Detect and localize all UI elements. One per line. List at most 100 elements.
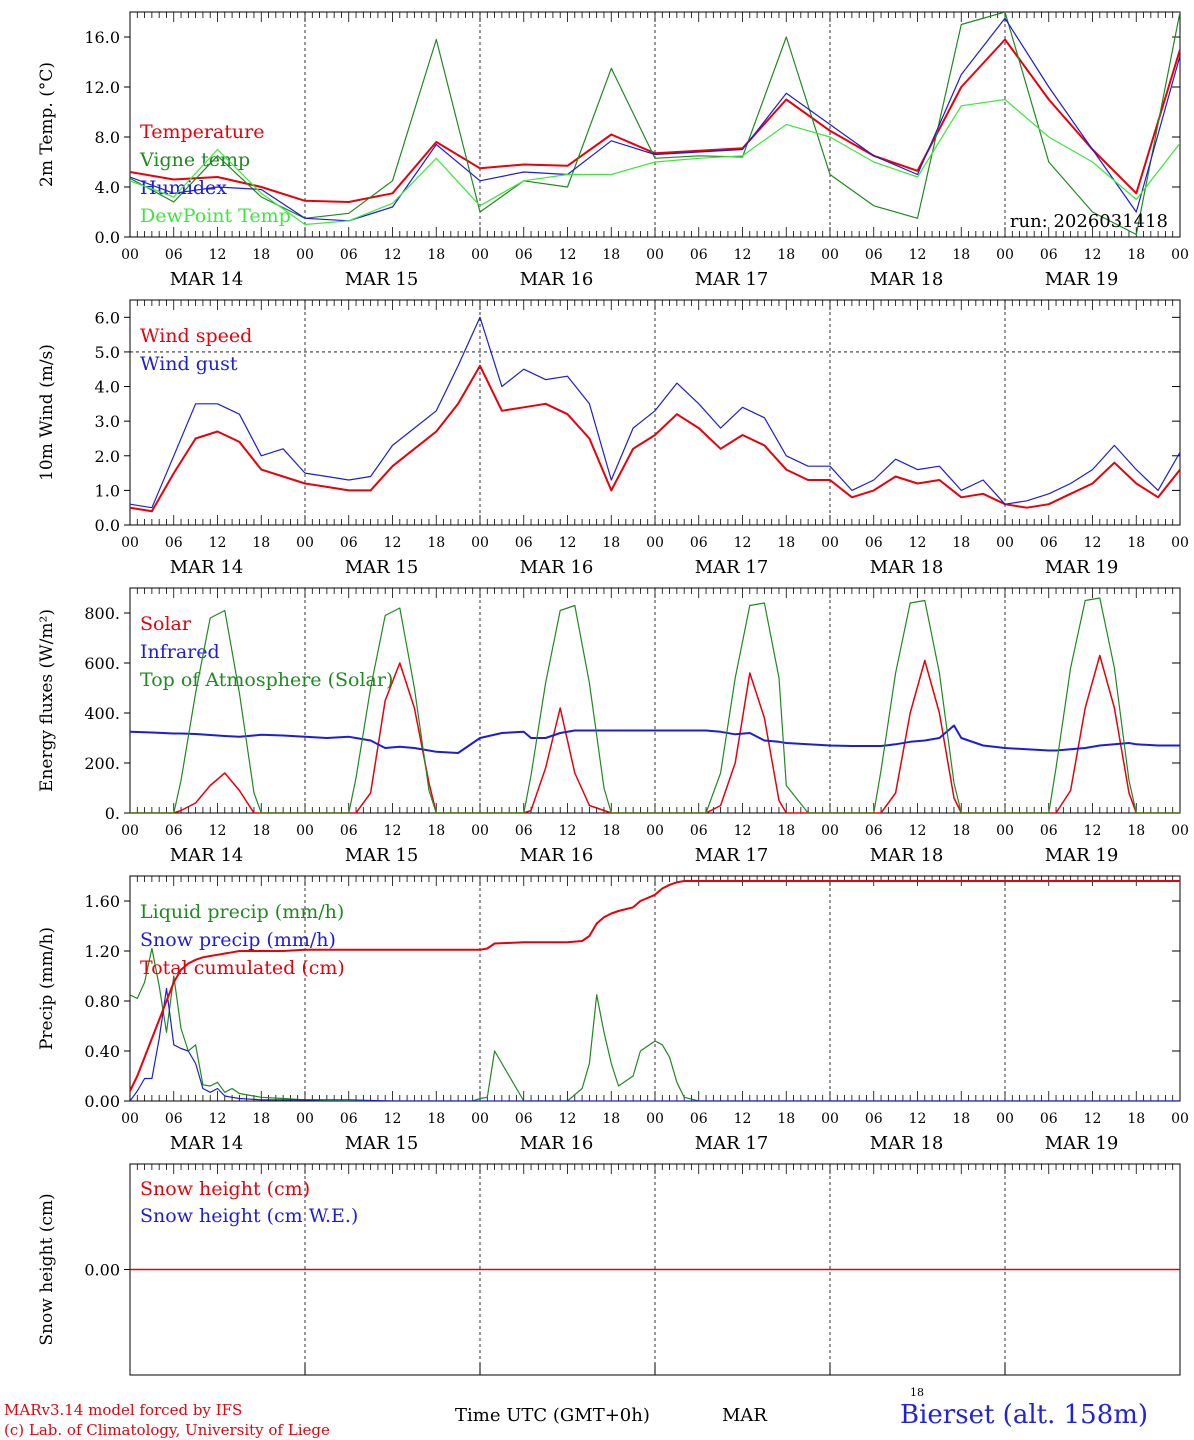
series-line-snow-precip-mm-h-: [130, 987, 1180, 1101]
x-tick-label: 18: [252, 535, 270, 551]
x-tick-label: 12: [909, 823, 927, 839]
x-tick-label: 12: [734, 1111, 752, 1127]
meteogram: 0.0 4.0 8.0 12.0 16.0 2m Temp. (°C) 00 06 12 18 00…: [37, 11, 1189, 1376]
y-axis-label: 2m Temp. (°C): [37, 62, 57, 187]
y-tick-label: 12.0: [84, 78, 120, 97]
legend-entry: Wind gust: [140, 353, 238, 375]
x-tick-label: 00: [1171, 823, 1189, 839]
x-tick-label: 06: [1040, 247, 1058, 263]
x-tick-label: 18: [1127, 247, 1145, 263]
x-tick-label: 12: [559, 535, 577, 551]
day-label: MAR 17: [695, 557, 769, 578]
day-label: MAR 19: [1045, 269, 1119, 290]
panel-3: 0. 200. 400. 600. 800. Energy fluxes (W/m²) 00…: [37, 587, 1189, 866]
y-tick-label: 0.80: [84, 992, 120, 1011]
x-tick-label: 12: [209, 535, 227, 551]
y-axis-label: Snow height (cm): [37, 1193, 57, 1345]
y-tick-label: 1.20: [84, 942, 120, 961]
panel-1: 0.0 4.0 8.0 12.0 16.0 2m Temp. (°C) 00 06 12 18 00…: [37, 11, 1189, 290]
x-tick-label: 12: [909, 535, 927, 551]
x-tick-label: 06: [515, 247, 533, 263]
series-line-dewpoint-temp: [130, 98, 1180, 226]
footer-credits: MARv3.14 model forced by IFS (c) Lab. of…: [4, 1400, 330, 1440]
legend-entry: Wind speed: [140, 325, 252, 347]
y-tick-label: 0.0: [95, 228, 120, 247]
x-tick-label: 18: [952, 823, 970, 839]
x-tick-label: 00: [121, 823, 139, 839]
y-axis-label: 10m Wind (m/s): [37, 344, 57, 481]
x-tick-label: 12: [384, 823, 402, 839]
x-tick-label: 18: [777, 1111, 795, 1127]
x-tick-label: 00: [296, 823, 314, 839]
x-tick-label: 00: [471, 1111, 489, 1127]
legend-entry: Solar: [140, 613, 192, 635]
x-tick-label: 18: [427, 823, 445, 839]
x-tick-label: 12: [734, 823, 752, 839]
x-tick-label: 06: [165, 1111, 183, 1127]
x-tick-label: 00: [121, 1111, 139, 1127]
day-label: MAR 18: [870, 1133, 944, 1154]
x-tick-label: 00: [821, 823, 839, 839]
day-label: MAR 14: [170, 557, 244, 578]
x-tick-label: 06: [865, 823, 883, 839]
x-tick-label: 00: [121, 535, 139, 551]
plot-frame: [129, 587, 1181, 814]
x-tick-label: 18: [777, 823, 795, 839]
y-tick-label: 4.0: [95, 378, 120, 397]
x-tick-label: 06: [1040, 535, 1058, 551]
day-label: MAR 18: [870, 557, 944, 578]
station-title: Bierset (alt. 158m): [900, 1400, 1149, 1430]
x-tick-label: 06: [515, 1111, 533, 1127]
day-label: MAR 15: [345, 269, 419, 290]
x-tick-label: 18: [1127, 823, 1145, 839]
day-label: MAR 16: [520, 269, 594, 290]
day-label: MAR 16: [520, 557, 594, 578]
legend-entry: Total cumulated (cm): [140, 957, 345, 979]
x-tick-label: 18: [252, 823, 270, 839]
x-tick-label: 06: [865, 1111, 883, 1127]
day-label: MAR 17: [695, 845, 769, 866]
y-tick-label: 200.: [84, 754, 120, 773]
x-tick-label: 00: [296, 535, 314, 551]
panel-5: 0.00 Snow height (cm) Snow height (cm) Snow…: [37, 1163, 1181, 1376]
x-tick-label: 00: [821, 535, 839, 551]
day-label: MAR 17: [695, 269, 769, 290]
x-tick-label: 06: [690, 1111, 708, 1127]
series-line-temperature: [130, 38, 1180, 203]
day-label: MAR 14: [170, 269, 244, 290]
x-tick-label: 12: [734, 247, 752, 263]
x-tick-label: 18: [427, 1111, 445, 1127]
x-tick-label: 00: [471, 823, 489, 839]
y-tick-label: 4.0: [95, 178, 120, 197]
x-tick-label: 18: [602, 1111, 620, 1127]
x-tick-label: 06: [165, 247, 183, 263]
x-tick-label: 18: [252, 247, 270, 263]
series-line-liquid-precip-mm-h-: [130, 947, 1180, 1101]
x-tick-label: 00: [471, 247, 489, 263]
x-tick-label: 06: [690, 823, 708, 839]
x-tick-label: 00: [646, 1111, 664, 1127]
x-tick-label: 12: [209, 1111, 227, 1127]
y-tick-label: 16.0: [84, 28, 120, 47]
day-label: MAR 15: [345, 557, 419, 578]
y-tick-label: 0.00: [84, 1261, 120, 1280]
day-label: MAR 19: [1045, 845, 1119, 866]
x-tick-label: 06: [165, 823, 183, 839]
series-line-infrared: [130, 724, 1180, 754]
x-tick-label: 18: [602, 247, 620, 263]
x-tick-label: 12: [1084, 535, 1102, 551]
x-tick-label: 00: [1171, 247, 1189, 263]
run-label: run: 2026031418: [1010, 211, 1168, 232]
y-tick-label: 1.0: [95, 481, 120, 500]
x-tick-label: 06: [340, 1111, 358, 1127]
x-tick-label: 18: [427, 535, 445, 551]
x-tick-label: 18: [252, 1111, 270, 1127]
x-tick-label: 00: [996, 535, 1014, 551]
x-tick-label: 12: [909, 247, 927, 263]
x-tick-label: 00: [296, 1111, 314, 1127]
series-line-total-cumulated-cm-: [130, 880, 1180, 1092]
legend-entry: Top of Atmosphere (Solar): [140, 669, 393, 691]
y-tick-label: 8.0: [95, 128, 120, 147]
x-tick-label: 12: [209, 247, 227, 263]
x-tick-label: 18: [952, 1111, 970, 1127]
